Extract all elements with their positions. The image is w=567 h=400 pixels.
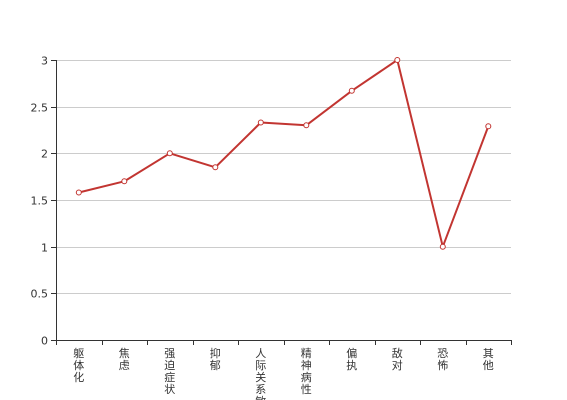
data-point[interactable] (121, 178, 128, 185)
data-point[interactable] (394, 57, 401, 63)
series (75, 57, 492, 250)
x-tick-label: 精神病性 (301, 347, 312, 396)
data-point[interactable] (439, 243, 446, 250)
x-tick-label: 强迫症状 (164, 347, 175, 396)
x-tick-labels: 躯体化 焦虑 强迫症状 抑郁 人际关系敏感 精神病性 偏执 敌对 恐怖 其他 (73, 346, 494, 400)
data-point[interactable] (257, 119, 264, 126)
data-point[interactable] (348, 87, 355, 94)
y-tick-labels: 0 0.5 1 1.5 2 2.5 3 (31, 55, 49, 348)
axes (51, 60, 512, 345)
x-tick-label: 抑郁 (210, 346, 221, 372)
data-point[interactable] (485, 123, 492, 130)
x-tick-label: 敌对 (392, 346, 403, 372)
x-tick-label: 恐怖 (437, 347, 448, 372)
y-tick-label: 1 (41, 242, 48, 255)
series-line (78, 59, 490, 248)
data-point[interactable] (212, 164, 219, 171)
y-tick-label: 3 (41, 55, 48, 68)
data-point[interactable] (166, 150, 173, 157)
x-tick-label: 人际关系敏感 (255, 347, 266, 400)
x-tick-label: 偏执 (346, 346, 357, 372)
x-tick-label: 躯体化 (73, 347, 84, 384)
y-tick-label: 2 (41, 148, 48, 161)
grid-lines (56, 60, 511, 294)
y-tick-label: 2.5 (31, 102, 49, 115)
y-tick-label: 1.5 (31, 195, 49, 208)
y-tick-label: 0.5 (31, 288, 49, 301)
x-tick-label: 其他 (483, 347, 494, 372)
x-tick-label: 焦虑 (119, 347, 130, 372)
data-point[interactable] (75, 189, 82, 196)
data-point[interactable] (303, 122, 310, 129)
y-tick-label: 0 (41, 335, 48, 348)
